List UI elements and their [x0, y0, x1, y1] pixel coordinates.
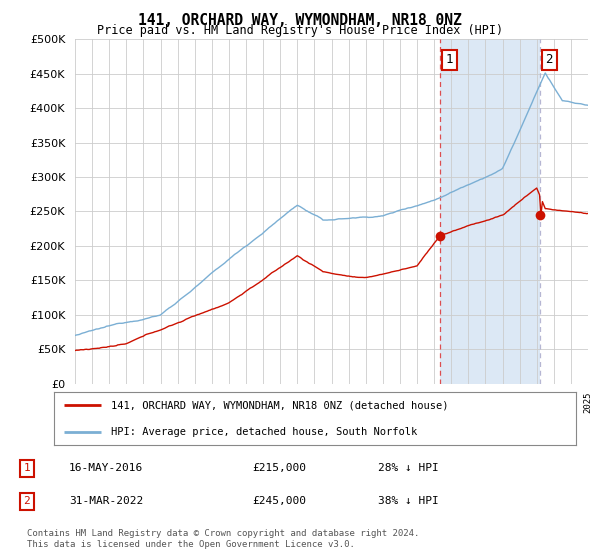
Text: HPI: Average price, detached house, South Norfolk: HPI: Average price, detached house, Sout…	[112, 427, 418, 437]
Text: £245,000: £245,000	[252, 497, 306, 506]
Text: £215,000: £215,000	[252, 463, 306, 473]
Text: Contains HM Land Registry data © Crown copyright and database right 2024.
This d: Contains HM Land Registry data © Crown c…	[27, 529, 419, 549]
Text: 141, ORCHARD WAY, WYMONDHAM, NR18 0NZ (detached house): 141, ORCHARD WAY, WYMONDHAM, NR18 0NZ (d…	[112, 400, 449, 410]
Text: Price paid vs. HM Land Registry's House Price Index (HPI): Price paid vs. HM Land Registry's House …	[97, 24, 503, 37]
Text: 16-MAY-2016: 16-MAY-2016	[69, 463, 143, 473]
Text: 1: 1	[446, 53, 453, 67]
Bar	[440, 39, 540, 384]
Text: 28% ↓ HPI: 28% ↓ HPI	[378, 463, 439, 473]
Text: 1: 1	[23, 463, 31, 473]
Text: 141, ORCHARD WAY, WYMONDHAM, NR18 0NZ: 141, ORCHARD WAY, WYMONDHAM, NR18 0NZ	[138, 13, 462, 28]
Text: 2: 2	[23, 497, 31, 506]
Text: 31-MAR-2022: 31-MAR-2022	[69, 497, 143, 506]
Text: 2: 2	[545, 53, 553, 67]
Text: 38% ↓ HPI: 38% ↓ HPI	[378, 497, 439, 506]
